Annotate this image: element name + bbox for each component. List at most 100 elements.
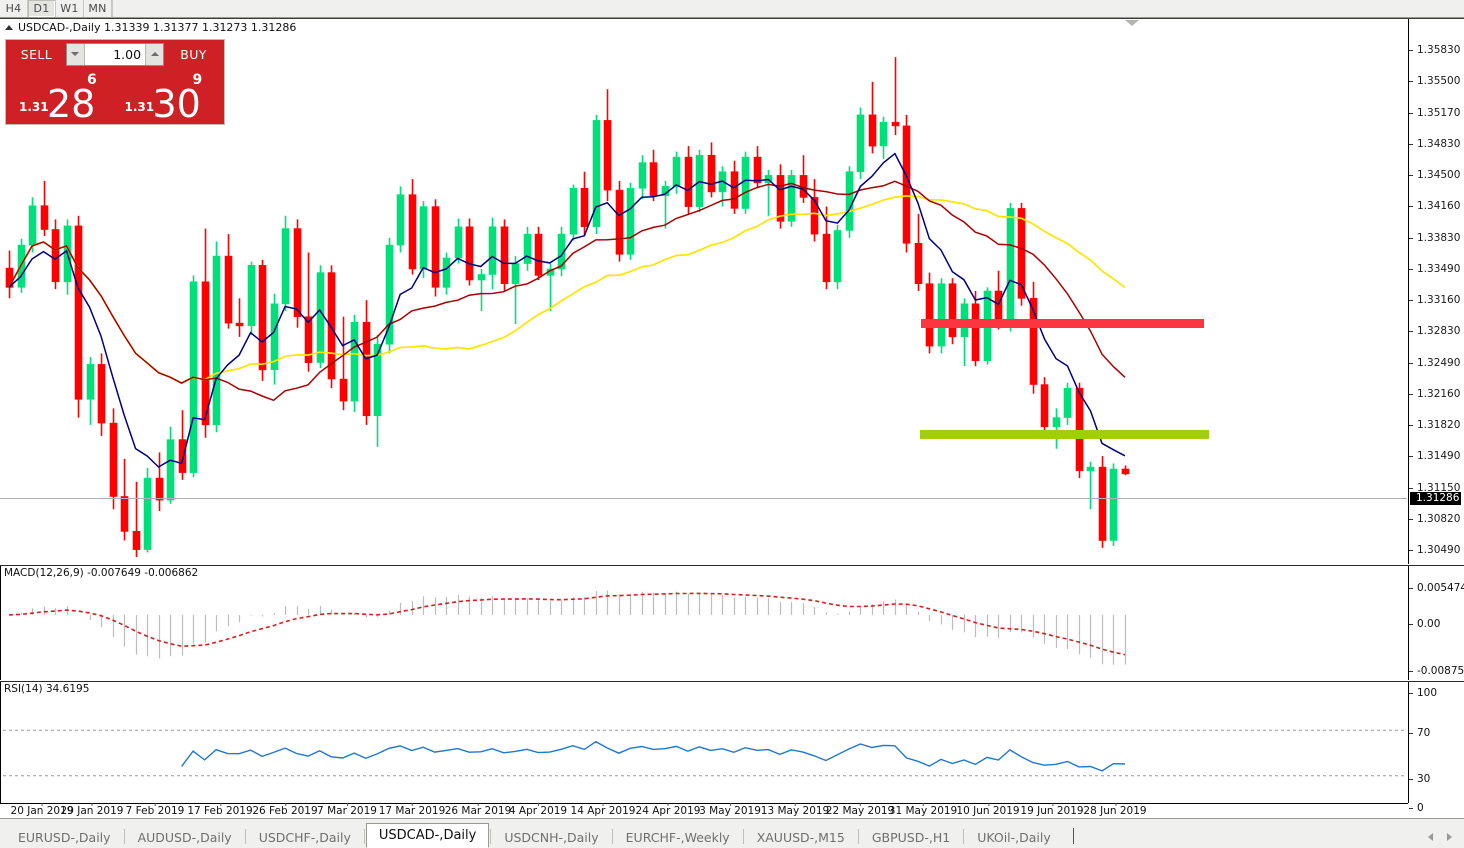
time-tick: 20 Jan 2019 [10,803,74,817]
macd-tick: -0.008752 [1409,666,1464,677]
price-plot[interactable] [1,19,1408,564]
price-tick: 1.34830 [1409,138,1464,150]
triangle-down-marker-icon [1125,20,1139,26]
sell-price-display[interactable]: 1.31 28 6 [9,68,114,120]
chart-tabs-list: EURUSD-,Daily AUDUSD-,Daily USDCHF-,Daily U… [0,818,1074,848]
timeframe-mn[interactable]: MN [84,0,112,17]
tabbar-scroll-controls [1428,833,1464,848]
tab-separator [363,829,365,844]
macd-tick: 0.005474 [1408,583,1464,594]
time-tick: 3 May 2019 [699,803,761,817]
current-price-line [0,498,1407,499]
sell-button[interactable]: SELL [9,43,64,65]
macd-scale-axis[interactable]: 0.005474 0.00 -0.008752 [1408,566,1464,680]
buy-price-big: 30 [152,82,201,120]
chart-tab-eurchfweekly[interactable]: EURCHF-,Weekly [625,829,730,845]
chart-tab-xauusdm15[interactable]: XAUUSD-,M15 [756,829,845,845]
sell-price-big: 28 [47,82,96,120]
price-tick: 1.31820 [1409,419,1464,431]
time-tick: 22 May 2019 [825,803,895,817]
rsi-plot [1,682,1408,803]
rsi-tick: 70 [1408,727,1431,739]
chart-tab-usdcnhdaily[interactable]: USDCNH-,Daily [504,829,599,845]
resistance-line[interactable] [921,319,1204,328]
buy-price-display[interactable]: 1.31 30 9 [117,68,222,120]
macd-label: MACD(12,26,9) -0.007649 -0.006862 [4,567,199,579]
rsi-tick: 0 [1409,802,1424,814]
arrow-right-icon[interactable] [1447,833,1452,841]
toolbar-spacer [112,0,1464,17]
time-tick: 24 Apr 2019 [635,803,701,817]
rsi-scale-axis[interactable]: 100 70 30 0 [1408,682,1464,814]
macd-plot [1,566,1408,680]
tab-separator [611,829,613,844]
timeframe-mn-label: MN [88,2,107,15]
chart-header: USDCAD-,Daily 1.31339 1.31377 1.31273 1.… [0,19,296,35]
timeframe-w1[interactable]: W1 [56,0,84,17]
chart-tab-usdchfdaily[interactable]: USDCHF-,Daily [258,829,351,845]
tab-separator [123,829,125,844]
caret-down-icon [71,52,80,56]
timeframe-toolbar: H4 D1 W1 MN [0,0,1464,18]
time-axis[interactable]: 20 Jan 2019 29 Jan 2019 7 Feb 2019 17 Feb 2… [0,803,1408,819]
tab-separator [963,829,965,844]
macd-pane[interactable]: MACD(12,26,9) -0.007649 -0.006862 0.0054… [0,565,1464,680]
volume-input[interactable]: 1.00 [113,46,142,62]
price-scale-axis[interactable]: 1.35830 1.35500 1.35170 1.34830 1.34500 1.341… [1408,19,1464,564]
chart-tab-eurusddaily[interactable]: EURUSD-,Daily [18,829,111,845]
candlestick-svg [5,57,1130,557]
sell-button-label: SELL [20,46,53,62]
rsi-tick: 100 [1408,687,1438,699]
timeframe-d1[interactable]: D1 [28,0,56,17]
price-tick: 1.32490 [1409,357,1464,369]
chart-tab-ukoildaily[interactable]: UKOil-,Daily [977,829,1051,845]
price-tick: 1.35830 [1409,44,1464,56]
volume-increase-button[interactable] [145,43,164,65]
chart-tab-gbpusdh1[interactable]: GBPUSD-,H1 [871,829,951,845]
price-tick: 1.33490 [1409,263,1464,275]
tab-separator [244,829,246,844]
time-tick: 26 Mar 2019 [444,803,512,817]
price-tick: 1.33830 [1409,232,1464,244]
price-tick: 1.35170 [1409,107,1464,119]
time-tick: 19 Jun 2019 [1020,803,1084,817]
chart-area[interactable]: USDCAD-,Daily 1.31339 1.31377 1.31273 1.… [0,18,1464,819]
triangle-up-icon[interactable] [5,24,13,30]
tab-text-cursor [1072,828,1074,844]
arrow-left-icon[interactable] [1428,833,1433,841]
timeframe-d1-label: D1 [33,2,50,15]
support-line[interactable] [920,430,1209,439]
time-tick: 4 Apr 2019 [508,803,568,817]
tab-separator [742,829,744,844]
price-tick: 1.34500 [1409,169,1464,181]
time-tick: 13 May 2019 [760,803,830,817]
trade-panel-prices: 1.31 28 6 1.31 30 9 [6,68,224,123]
rsi-label: RSI(14) 34.6195 [4,683,90,695]
chart-tab-usdcaddaily[interactable]: USDCAD-,Daily [365,823,490,848]
rsi-pane[interactable]: RSI(14) 34.6195 100 70 30 0 [0,681,1464,814]
price-tick: 1.30490 [1409,544,1464,556]
price-tick: 1.31490 [1409,450,1464,462]
one-click-trading-panel[interactable]: SELL 1.00 BUY 1.31 28 6 1.31 30 9 [5,39,225,125]
sell-price-prefix: 1.31 [19,100,49,114]
time-tick: 17 Mar 2019 [378,803,446,817]
price-tick: 1.35500 [1409,75,1464,87]
time-tick: 28 Jun 2019 [1083,803,1147,817]
time-tick: 26 Feb 2019 [252,803,318,817]
macd-tick: 0.00 [1408,618,1441,630]
timeframe-h4[interactable]: H4 [0,0,28,17]
buy-button[interactable]: BUY [166,43,221,65]
tab-separator [857,829,859,844]
time-tick: 7 Mar 2019 [317,803,377,817]
chart-tabbar: EURUSD-,Daily AUDUSD-,Daily USDCHF-,Daily U… [0,818,1464,848]
price-tick: 1.32830 [1409,325,1464,337]
volume-stepper[interactable]: 1.00 [65,42,165,66]
price-tick: 1.32160 [1409,388,1464,400]
time-tick: 14 Apr 2019 [570,803,636,817]
time-tick: 7 Feb 2019 [125,803,185,817]
volume-decrease-button[interactable] [66,43,85,65]
chart-tab-audusddaily[interactable]: AUDUSD-,Daily [137,829,232,845]
rsi-tick: 30 [1408,773,1431,785]
macd-svg [8,590,1127,665]
